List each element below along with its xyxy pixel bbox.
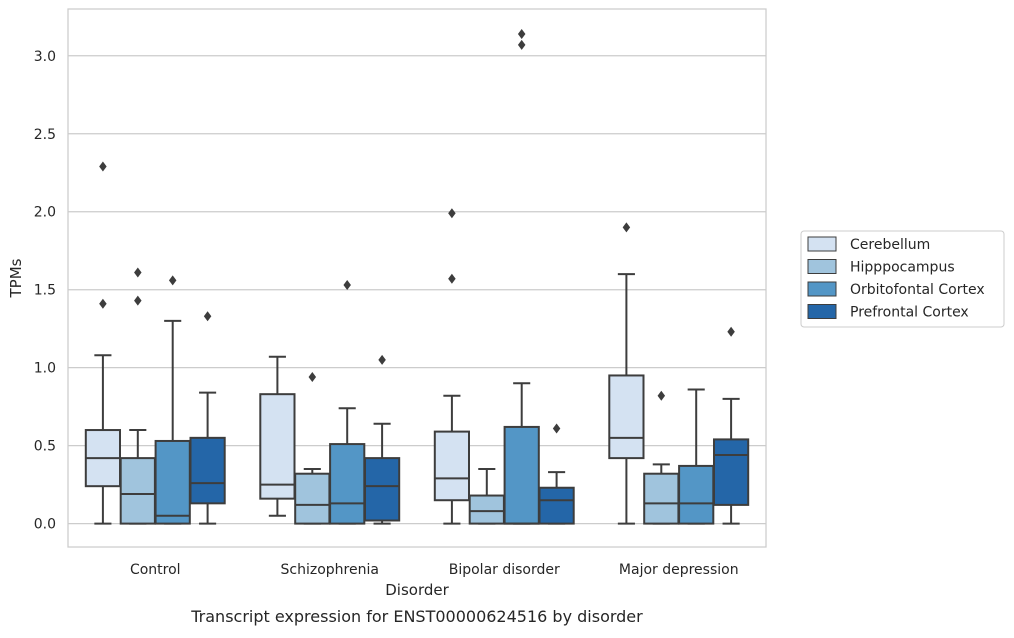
box <box>468 494 505 525</box>
plot-frame <box>67 8 767 548</box>
y-tick-label: 1.5 <box>34 283 56 299</box>
outlier-point <box>308 372 317 383</box>
box-group <box>84 161 122 525</box>
legend-entry: Orbitofontal Cortex <box>850 282 985 298</box>
legend: Cerebellum Hipppocampus Orbitofontal Corte… <box>800 230 1005 328</box>
legend-entry: Hipppocampus <box>850 260 955 276</box>
x-axis-label: Disorder <box>385 581 449 599</box>
box <box>503 425 540 525</box>
box <box>678 464 715 525</box>
box-group <box>363 354 401 525</box>
box-group <box>503 28 540 525</box>
box-group <box>538 423 575 525</box>
outlier-point <box>99 161 107 172</box>
box-group <box>259 355 296 517</box>
box-group <box>189 311 226 525</box>
box-group <box>643 390 680 525</box>
legend-frame <box>800 230 1005 328</box>
legend-swatch <box>807 236 837 252</box>
legend-entry: Prefrontal Cortex <box>850 305 969 321</box>
box-group <box>119 267 156 525</box>
box-group <box>608 222 645 525</box>
y-tick-label: 3.0 <box>34 49 56 65</box>
x-tick-label: Schizophrenia <box>281 562 379 578</box>
outlier-point <box>134 267 142 278</box>
outlier-point <box>378 354 386 365</box>
outlier-point <box>727 326 735 337</box>
outlier-point <box>203 311 212 322</box>
box <box>189 436 226 505</box>
x-tick-label: Major depression <box>619 562 739 578</box>
outlier-point <box>448 208 456 219</box>
x-tick-label: Control <box>130 562 181 578</box>
box <box>259 393 296 500</box>
box <box>643 472 680 525</box>
legend-swatch <box>807 304 837 319</box>
box <box>608 374 645 460</box>
outlier-point <box>552 423 561 434</box>
legend-swatch <box>807 281 837 297</box>
box-group <box>712 326 750 525</box>
box <box>329 443 366 525</box>
box-group <box>329 280 366 525</box>
y-tick-label: 0.0 <box>34 517 56 533</box>
box-group <box>678 388 715 525</box>
box-group <box>154 275 191 525</box>
y-tick-label: 2.0 <box>34 205 56 221</box>
box-group <box>468 468 505 525</box>
legend-swatch <box>807 259 837 274</box>
outlier-point <box>448 273 456 284</box>
y-tick-label: 2.5 <box>34 127 56 143</box>
x-tick-label: Bipolar disorder <box>449 562 560 578</box>
y-axis-label: TPMs <box>7 258 25 298</box>
boxes <box>84 28 750 525</box>
box <box>712 438 750 506</box>
figure-caption: Transcript expression for ENST0000062451… <box>190 607 643 626</box>
outlier-point <box>517 28 526 39</box>
outlier-point <box>134 295 142 306</box>
x-tick-labels: Control Schizophrenia Bipolar disorder Majo… <box>130 562 739 578</box>
outlier-point <box>657 390 666 401</box>
y-tick-label: 0.5 <box>34 439 56 455</box>
y-tick-labels: 0.0 0.5 1.0 1.5 2.0 2.5 3.0 <box>34 49 56 533</box>
box <box>294 472 331 525</box>
legend-entry: Cerebellum <box>850 237 930 253</box>
box <box>154 439 191 525</box>
outlier-point <box>99 298 107 309</box>
box <box>433 430 471 502</box>
box-group <box>294 372 331 525</box>
y-tick-label: 1.0 <box>34 361 56 377</box>
outlier-point <box>517 39 526 50</box>
outlier-point <box>622 222 631 233</box>
outlier-point <box>168 275 177 286</box>
outlier-point <box>343 280 351 291</box>
box <box>363 457 401 522</box>
box <box>119 457 156 525</box>
box-group <box>433 208 471 525</box>
box <box>538 486 575 525</box>
